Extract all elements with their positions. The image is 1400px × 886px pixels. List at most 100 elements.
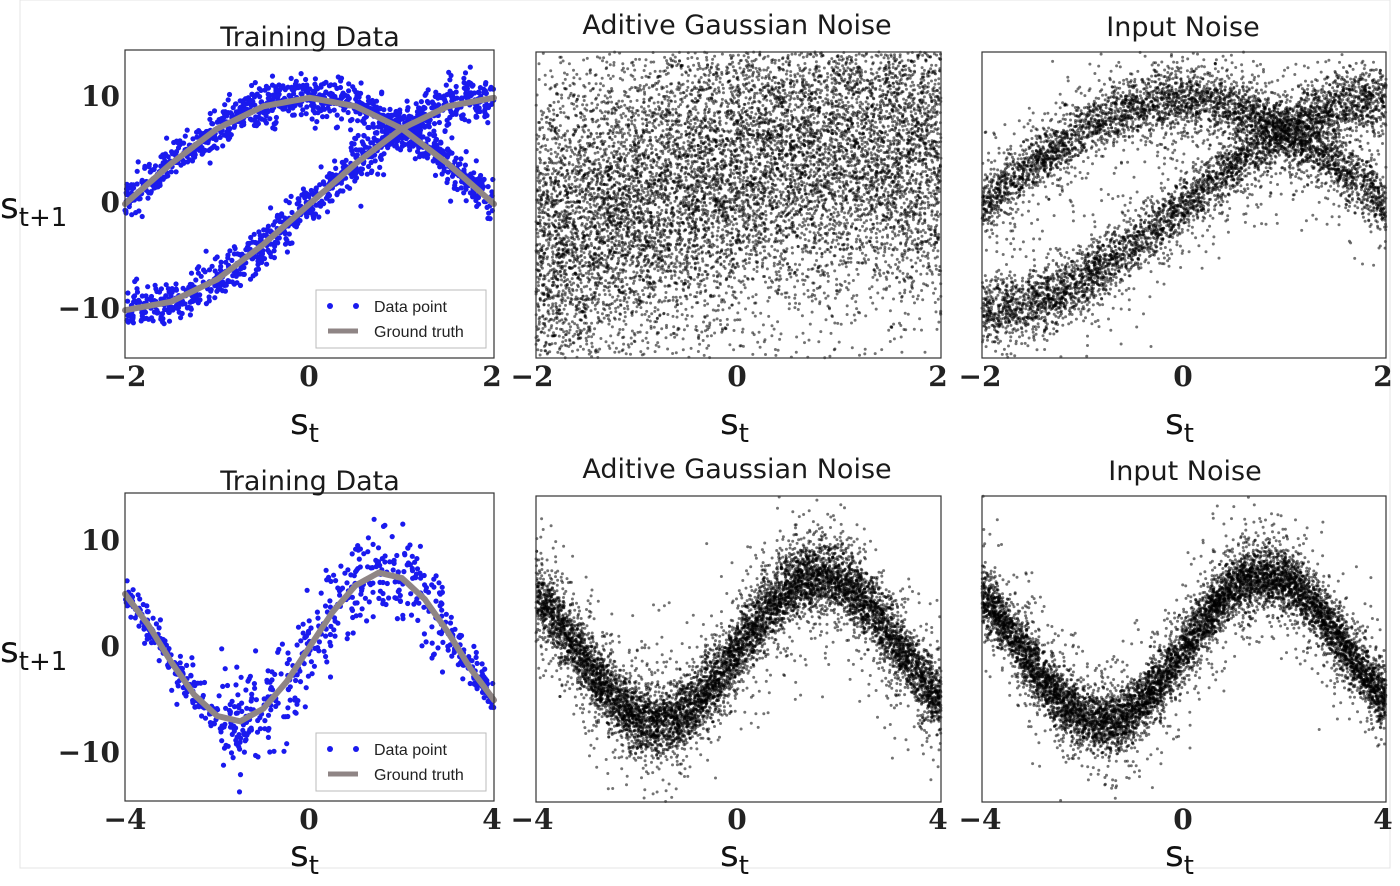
data-point [249, 91, 256, 98]
density-sample [537, 322, 541, 326]
data-point [318, 203, 324, 209]
data-point [298, 71, 304, 77]
density-sample [587, 237, 591, 241]
density-sample [761, 202, 765, 206]
density-sample [782, 119, 786, 123]
density-sample [702, 194, 706, 198]
data-point [453, 83, 459, 90]
data-point [268, 205, 274, 211]
density-sample [551, 280, 555, 284]
density-sample [811, 148, 815, 152]
legend-label: Data point [374, 299, 447, 316]
data-point [455, 161, 462, 168]
density-sample [778, 262, 782, 266]
density-sample [608, 52, 612, 56]
data-point [384, 125, 390, 131]
data-point [176, 304, 182, 311]
data-point [228, 110, 234, 116]
data-point [211, 108, 218, 114]
density-sample [661, 271, 665, 275]
density-sample [870, 55, 874, 59]
density-sample [593, 327, 597, 331]
density-sample [752, 145, 756, 149]
data-point [130, 316, 136, 322]
density-sample [687, 147, 690, 151]
data-point [310, 104, 316, 110]
density-sample [754, 66, 758, 70]
density-sample [707, 344, 711, 348]
density-sample [831, 160, 835, 164]
data-point [377, 164, 383, 170]
data-point [272, 120, 278, 126]
data-point [293, 224, 299, 230]
density-sample [650, 96, 654, 100]
density-sample [837, 194, 841, 198]
density-sample [807, 295, 811, 299]
data-point [332, 82, 338, 88]
legend-label: Ground truth [374, 324, 464, 341]
data-point [201, 267, 207, 273]
density-sample [838, 157, 842, 161]
data-point [188, 298, 194, 304]
density-sample [849, 75, 853, 79]
density-sample [614, 346, 618, 350]
density-sample [675, 195, 679, 199]
density-sample [910, 242, 914, 246]
data-point [187, 312, 193, 318]
density-sample [629, 99, 633, 103]
data-point [448, 198, 454, 204]
density-sample [904, 102, 908, 106]
data-point [298, 112, 304, 118]
data-point [444, 117, 450, 123]
data-point [151, 166, 157, 172]
density-sample [768, 276, 771, 280]
density-sample [715, 234, 719, 238]
density-sample [831, 205, 835, 209]
data-point [463, 90, 469, 97]
density-sample [679, 103, 682, 107]
density-sample [900, 81, 904, 85]
density-sample [566, 296, 570, 300]
data-point [154, 183, 160, 189]
data-point [210, 121, 216, 127]
data-point [404, 98, 410, 104]
data-point [442, 128, 448, 134]
density-sample [579, 345, 582, 348]
density-sample [785, 114, 789, 118]
density-sample [728, 239, 732, 243]
density-sample [850, 321, 853, 325]
data-point [472, 105, 478, 111]
density-sample [759, 205, 763, 209]
data-point [132, 278, 138, 285]
x-tick-label: −2 [104, 360, 147, 393]
data-point [463, 149, 469, 155]
data-point [304, 214, 310, 220]
density-sample [568, 339, 572, 343]
data-point [220, 143, 226, 149]
data-point [256, 114, 262, 120]
density-sample [854, 62, 858, 66]
data-point [284, 249, 290, 255]
data-point [146, 161, 152, 167]
ground-truth-line [122, 94, 497, 314]
data-point [471, 170, 477, 176]
density-sample [814, 70, 818, 74]
data-point [462, 162, 468, 168]
data-point [162, 174, 168, 180]
density-sample [865, 197, 869, 201]
density-sample [603, 253, 607, 257]
data-point [348, 145, 354, 151]
data-point [207, 110, 213, 117]
density-sample [854, 240, 858, 244]
density-sample [753, 314, 757, 318]
data-point [448, 72, 454, 79]
density-sample [877, 75, 881, 79]
data-point [319, 198, 325, 204]
data-point [484, 204, 490, 210]
density-sample [556, 277, 560, 281]
density-sample [823, 147, 827, 151]
data-point [458, 185, 464, 191]
density-sample [685, 314, 689, 317]
density-sample [546, 208, 550, 212]
